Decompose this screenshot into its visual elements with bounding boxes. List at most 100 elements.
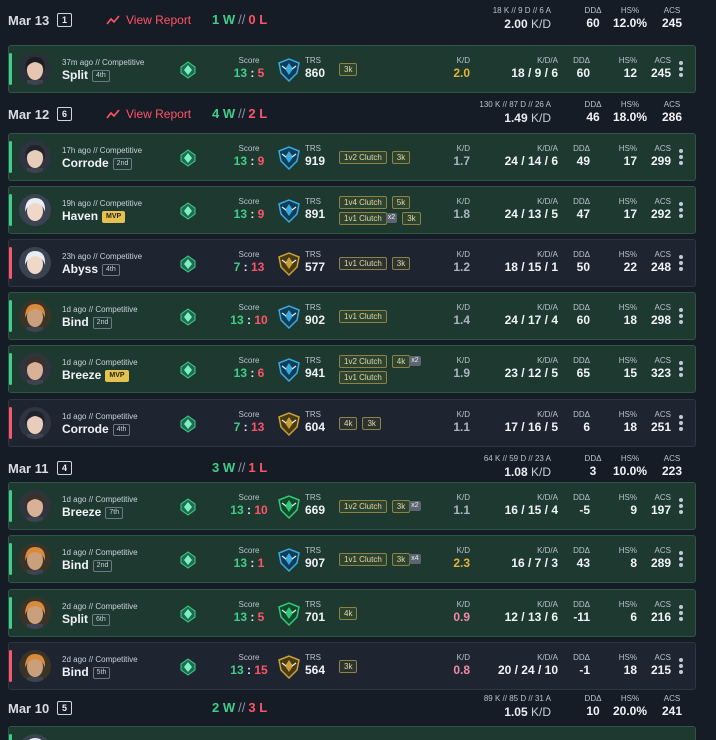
match-acs: ACS 216 xyxy=(651,600,671,624)
result-indicator-bar xyxy=(9,597,12,629)
match-row[interactable]: 2d ago // Competitive Bind 5th Score 13 : 15… xyxy=(8,642,696,690)
trs-rank-icon xyxy=(278,199,300,224)
score-colon: : xyxy=(247,610,258,624)
match-count-badge: 4 xyxy=(57,461,72,475)
acs-label: ACS xyxy=(654,653,671,662)
score-enemy: 10 xyxy=(254,313,268,327)
kd-value: 1.1 xyxy=(453,420,470,434)
day-hs-label: HS% xyxy=(620,100,640,109)
day-hs-value: 10.0% xyxy=(612,464,648,478)
agent-avatar xyxy=(19,650,51,682)
map-name: Corrode 2nd xyxy=(62,156,133,170)
hs-label: HS% xyxy=(618,653,637,662)
highlight-tags: 4k xyxy=(339,605,362,621)
highlight-tags: 1v1 Clutch xyxy=(339,308,392,324)
more-options-icon[interactable] xyxy=(679,61,683,77)
match-time-mode: 37m ago // Competitive xyxy=(62,58,145,67)
more-options-icon[interactable] xyxy=(679,658,683,674)
match-row[interactable]: 17h ago // Competitive Corrode 2nd Score 13 … xyxy=(8,133,696,181)
match-hs: HS% 6 xyxy=(619,600,637,624)
acs-label: ACS xyxy=(654,144,671,153)
match-row[interactable]: 23h ago // Competitive Abyss 4th Score 7 : 1… xyxy=(8,239,696,287)
trs-label: TRS xyxy=(305,410,321,419)
score-enemy: 1 xyxy=(257,556,265,570)
match-acs: ACS 289 xyxy=(651,546,671,570)
trs-rating: TRS 669 xyxy=(305,493,325,517)
agent-avatar xyxy=(19,353,51,385)
day-header: Mar 13 1 View Report 1 W//0 L 18 K // 9 D //… xyxy=(0,0,716,40)
more-options-icon[interactable] xyxy=(679,202,683,218)
more-options-icon[interactable] xyxy=(679,149,683,165)
score-enemy: 9 xyxy=(257,207,265,221)
match-count-badge: 6 xyxy=(57,107,72,121)
wins-count: 3 W xyxy=(212,460,236,475)
acs-label: ACS xyxy=(654,410,671,419)
more-options-icon[interactable] xyxy=(679,361,683,377)
kda-label: K/D/A xyxy=(537,493,558,502)
score-label: Score xyxy=(238,356,260,365)
highlight-tag: 3k xyxy=(339,62,358,76)
kd-label: K/D xyxy=(456,410,470,419)
match-time-mode: 23h ago // Competitive xyxy=(62,252,143,261)
match-row[interactable]: 1d ago // Competitive Breeze MVP Score 13 : … xyxy=(8,345,696,393)
highlight-tag: 3k xyxy=(339,659,358,673)
rank-emblem xyxy=(179,658,197,676)
more-options-icon[interactable] xyxy=(679,551,683,567)
score-team: 13 xyxy=(233,366,247,380)
more-options-icon[interactable] xyxy=(679,308,683,324)
score-enemy: 5 xyxy=(257,66,265,80)
match-row[interactable]: 37m ago // Competitive Split 4th Score 13 : … xyxy=(8,45,696,93)
win-loss-separator: // xyxy=(238,12,246,27)
match-row[interactable]: 1d ago // Competitive Bind 2nd Score 13 : 10… xyxy=(8,292,696,340)
highlight-tag-row: 4k 3k xyxy=(339,415,386,431)
kda-value: 24 / 17 / 4 xyxy=(504,313,558,327)
day-kda-totals: 64 K // 59 D // 23 A xyxy=(483,454,551,463)
losses-count: 0 L xyxy=(248,12,268,27)
more-options-icon[interactable] xyxy=(679,605,683,621)
day-date: Mar 12 xyxy=(8,107,50,122)
dda-label: DDΔ xyxy=(573,250,590,259)
map-name: Split 4th xyxy=(62,68,110,82)
day-hs-summary: HS% 12.0% xyxy=(612,0,648,30)
more-options-icon[interactable] xyxy=(679,415,683,431)
score-value: 13 : 1 xyxy=(219,556,279,570)
map-name-label: Breeze xyxy=(62,368,102,382)
match-row[interactable]: 1d ago // Competitive Corrode 4th Score 7 : … xyxy=(8,399,696,447)
placement-badge: 4th xyxy=(112,424,131,436)
highlight-tag: 3k xyxy=(391,256,411,270)
map-name-label: Corrode xyxy=(62,156,109,170)
day-acs-label: ACS xyxy=(663,694,681,703)
dda-label: DDΔ xyxy=(573,56,590,65)
agent-portrait-icon xyxy=(19,353,51,385)
match-acs: ACS 251 xyxy=(651,410,671,434)
more-options-icon[interactable] xyxy=(679,498,683,514)
more-options-icon[interactable] xyxy=(679,255,683,271)
match-row[interactable]: 1d ago // Competitive Bind 2nd Score 13 : 1 T… xyxy=(8,535,696,583)
trs-label: TRS xyxy=(305,653,321,662)
match-row[interactable]: 2d ago // Competitive Split 6th Score 13 : 5… xyxy=(8,589,696,637)
result-indicator-bar xyxy=(9,141,12,173)
match-row[interactable] xyxy=(8,726,696,740)
acs-label: ACS xyxy=(654,546,671,555)
trs-value: 891 xyxy=(305,207,326,221)
rank-emblem-icon xyxy=(180,415,196,433)
view-report-link[interactable]: View Report xyxy=(106,13,191,27)
day-acs-value: 245 xyxy=(661,16,683,30)
losses-count: 2 L xyxy=(248,106,268,121)
match-row[interactable]: 19h ago // Competitive Haven MVP Score 13 : … xyxy=(8,186,696,234)
trs-rating: TRS 577 xyxy=(305,250,325,274)
match-row[interactable]: 1d ago // Competitive Breeze 7th Score 13 : … xyxy=(8,482,696,530)
trs-label: TRS xyxy=(305,546,321,555)
kda-value: 18 / 9 / 6 xyxy=(511,66,558,80)
kd-value: 2.0 xyxy=(453,66,470,80)
kd-label: K/D xyxy=(456,197,470,206)
map-name: Corrode 4th xyxy=(62,422,131,436)
acs-value: 299 xyxy=(650,154,671,168)
dda-value: 6 xyxy=(583,420,590,434)
score-team: 7 xyxy=(233,260,241,274)
highlight-tag-row: 3k xyxy=(339,61,362,77)
highlight-tag: 5k xyxy=(391,195,411,209)
match-dda: DDΔ 65 xyxy=(573,356,590,380)
view-report-link[interactable]: View Report xyxy=(106,107,191,121)
day-dda-summary: DDΔ 10 xyxy=(575,688,611,718)
